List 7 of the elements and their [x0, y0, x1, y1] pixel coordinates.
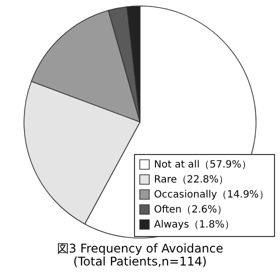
- legend-label: Not at all（57.9%）: [154, 160, 252, 170]
- text: (Total Patients,n=114): [73, 254, 207, 269]
- legend-label: Rare（22.8%）: [154, 174, 229, 186]
- legend-label: Always（1.8%）: [154, 220, 234, 230]
- legend-label: Occasionally（14.9%）: [154, 190, 269, 200]
- text: 図3 Frequency of Avoidance: [56, 242, 224, 256]
- legend-label: Often（2.6%）: [154, 204, 228, 216]
